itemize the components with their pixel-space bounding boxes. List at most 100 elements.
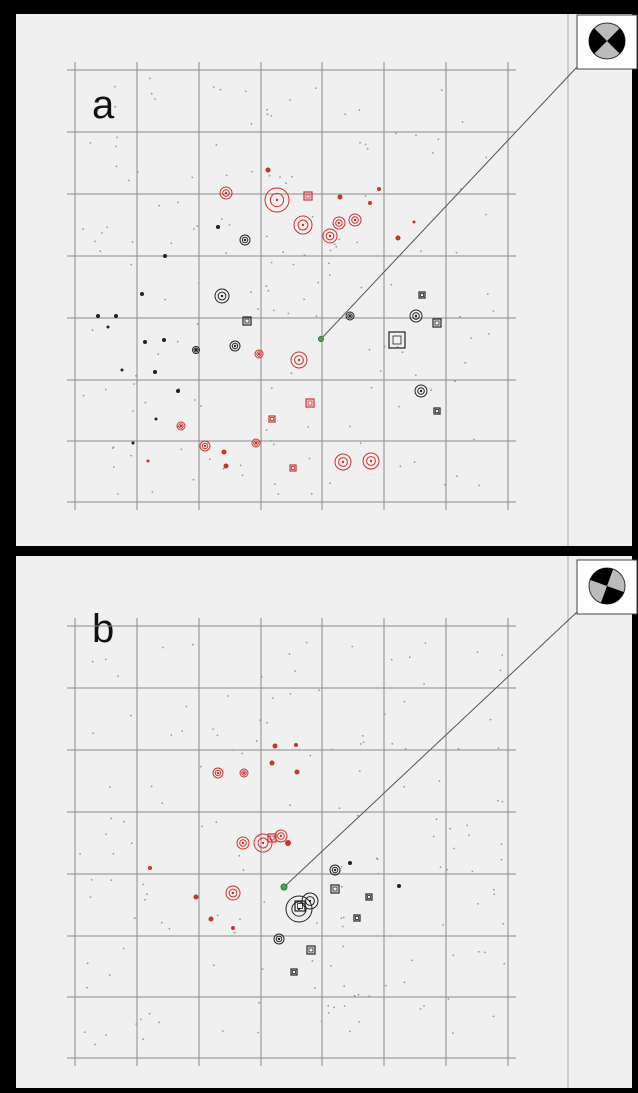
station-dot bbox=[150, 785, 153, 788]
station-dot bbox=[239, 464, 242, 467]
station-dot bbox=[364, 195, 367, 197]
station-dot bbox=[289, 99, 291, 101]
event-ring bbox=[335, 219, 343, 227]
station-dot bbox=[133, 917, 136, 920]
event-square bbox=[434, 320, 440, 326]
station-dot bbox=[241, 474, 244, 477]
station-dot bbox=[289, 693, 292, 695]
station-dot bbox=[136, 381, 138, 383]
station-dot bbox=[110, 817, 112, 820]
station-dot bbox=[242, 869, 245, 872]
station-dot bbox=[228, 224, 231, 226]
event-dot bbox=[154, 417, 158, 421]
event-ring bbox=[366, 456, 376, 466]
station-dot bbox=[500, 858, 503, 861]
event-dot bbox=[96, 314, 100, 318]
station-dot bbox=[452, 1032, 454, 1035]
station-dot bbox=[177, 201, 179, 204]
station-dot bbox=[473, 438, 475, 441]
station-dot bbox=[111, 447, 114, 449]
event-dot bbox=[419, 389, 423, 393]
station-dot bbox=[225, 252, 228, 255]
station-dot bbox=[368, 995, 371, 998]
station-dot bbox=[181, 730, 184, 732]
event-square bbox=[332, 886, 338, 892]
event-dot bbox=[221, 449, 227, 455]
station-dot bbox=[310, 492, 313, 495]
station-dot bbox=[277, 493, 280, 495]
station-dot bbox=[476, 651, 479, 654]
station-dot bbox=[112, 852, 115, 855]
station-dot bbox=[454, 380, 456, 383]
event-ring bbox=[251, 438, 261, 448]
station-dot bbox=[192, 478, 195, 481]
station-dot bbox=[503, 962, 506, 965]
selected-event bbox=[318, 336, 324, 342]
event-square bbox=[292, 970, 296, 974]
event-ring bbox=[225, 885, 241, 901]
station-dot bbox=[146, 893, 148, 896]
station-dot bbox=[333, 243, 336, 246]
event-dot bbox=[301, 223, 305, 227]
station-dot bbox=[356, 241, 359, 244]
station-dot bbox=[403, 700, 406, 703]
station-dot bbox=[377, 872, 380, 875]
station-dot bbox=[315, 315, 318, 318]
station-dot bbox=[477, 902, 479, 905]
beachball-quadrant bbox=[600, 586, 624, 604]
station-dot bbox=[239, 918, 241, 921]
event-dot bbox=[333, 868, 337, 872]
station-dot bbox=[144, 401, 147, 404]
station-dot bbox=[349, 1030, 351, 1033]
station-dot bbox=[358, 770, 361, 772]
station-dot bbox=[86, 986, 88, 989]
station-dot bbox=[157, 353, 160, 356]
station-dot bbox=[109, 786, 111, 788]
station-dot bbox=[464, 361, 467, 364]
event-ring bbox=[412, 312, 420, 320]
station-dot bbox=[362, 741, 365, 743]
station-dot bbox=[231, 749, 234, 751]
station-dot bbox=[318, 689, 321, 692]
station-dot bbox=[456, 475, 458, 478]
station-dot bbox=[148, 1012, 151, 1015]
station-dot bbox=[401, 351, 404, 354]
event-ring bbox=[338, 457, 348, 467]
station-dot bbox=[309, 754, 312, 757]
station-dot bbox=[94, 1043, 96, 1046]
event-dot bbox=[242, 771, 246, 775]
event-dot bbox=[337, 194, 343, 200]
event-dot bbox=[231, 891, 235, 895]
station-dot bbox=[328, 274, 331, 276]
station-dot bbox=[341, 925, 344, 928]
panel-background bbox=[16, 14, 632, 546]
station-dot bbox=[500, 843, 503, 846]
station-dot bbox=[404, 747, 407, 750]
event-dot bbox=[328, 234, 332, 238]
station-dot bbox=[390, 283, 393, 286]
station-dot bbox=[455, 251, 458, 254]
leader-line bbox=[283, 611, 578, 888]
station-dot bbox=[294, 670, 296, 672]
station-dot bbox=[331, 748, 334, 751]
event-dot bbox=[377, 187, 381, 191]
event-ring bbox=[239, 234, 251, 246]
event-dot bbox=[294, 769, 300, 775]
station-dot bbox=[288, 653, 291, 655]
event-dot bbox=[341, 460, 345, 464]
event-ring bbox=[257, 837, 269, 849]
station-dot bbox=[192, 643, 194, 646]
station-dot bbox=[423, 1005, 425, 1007]
station-dot bbox=[358, 109, 361, 112]
station-dot bbox=[328, 262, 330, 265]
station-dot bbox=[443, 483, 446, 486]
station-dot bbox=[424, 642, 427, 644]
station-dot bbox=[314, 987, 316, 989]
event-square bbox=[268, 415, 276, 423]
station-dot bbox=[94, 240, 96, 243]
station-dot bbox=[257, 308, 260, 310]
event-ring bbox=[217, 291, 227, 301]
station-dot bbox=[466, 824, 469, 827]
station-dot bbox=[130, 842, 133, 845]
